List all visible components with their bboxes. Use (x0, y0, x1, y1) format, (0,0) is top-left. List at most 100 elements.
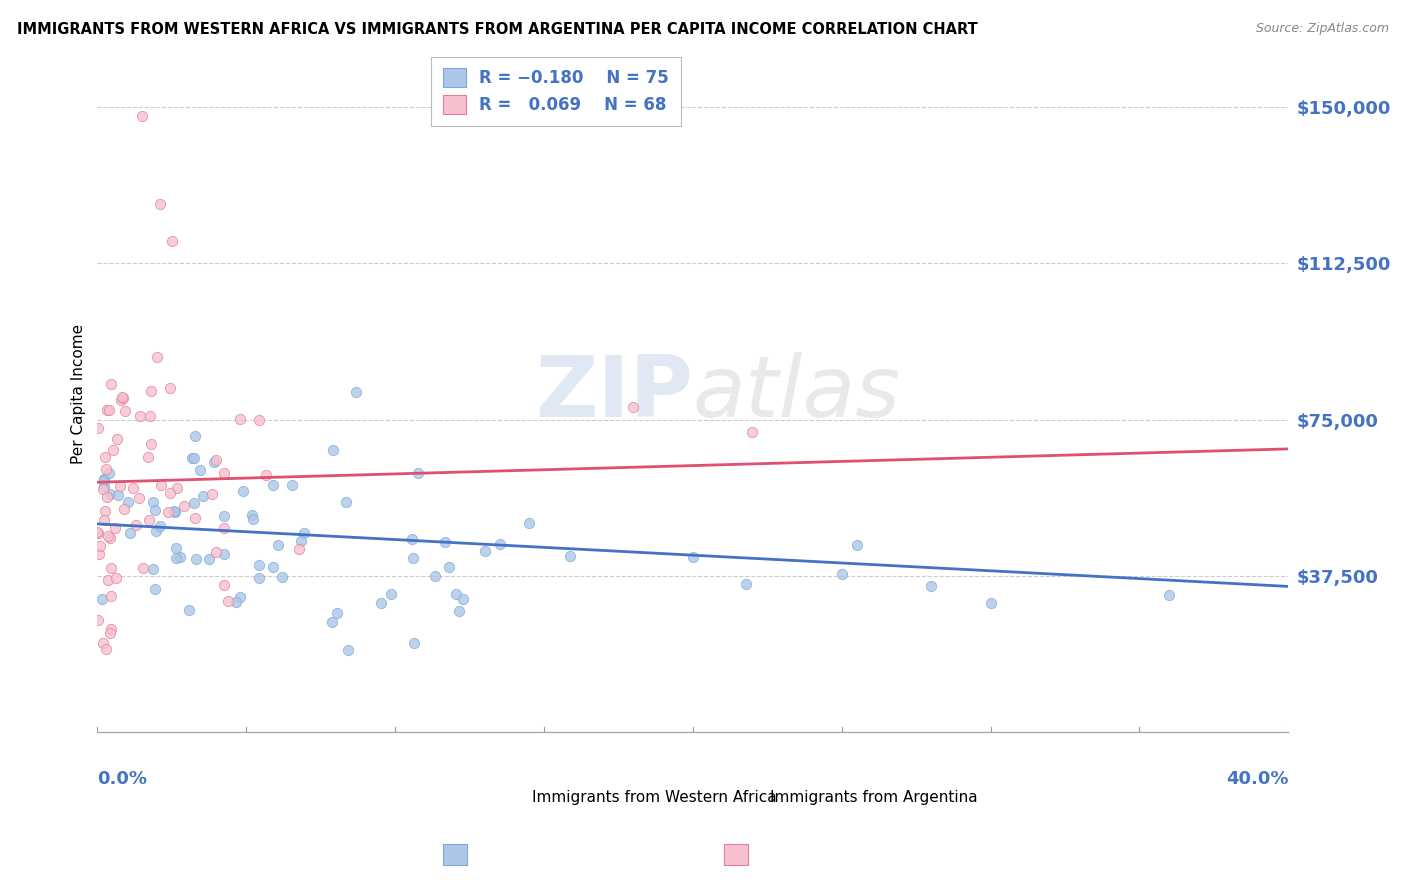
Point (143, 582, 166, 596)
Point (165, 550, 187, 565)
Point (142, 494, 165, 508)
Point (117, 494, 139, 508)
Point (184, 551, 207, 566)
Point (125, 518, 148, 533)
Point (98, 487, 121, 501)
Point (980, 596, 1002, 610)
Point (91, 636, 114, 650)
Point (212, 466, 235, 480)
Point (232, 484, 254, 499)
Point (93, 450, 115, 464)
Point (247, 558, 270, 572)
Point (271, 570, 294, 584)
Point (97, 466, 120, 480)
Text: atlas: atlas (693, 352, 901, 435)
Point (212, 521, 235, 535)
Point (212, 548, 235, 562)
Point (173, 499, 195, 513)
Point (89, 547, 111, 561)
Point (159, 485, 181, 500)
Point (122, 481, 145, 495)
Point (489, 536, 512, 550)
Point (292, 526, 315, 541)
Point (188, 463, 211, 477)
Point (920, 579, 942, 593)
Point (517, 516, 540, 530)
Point (169, 549, 191, 564)
Point (100, 589, 122, 603)
Y-axis label: Per Capita Income: Per Capita Income (72, 324, 86, 464)
Point (93, 473, 115, 487)
Point (128, 491, 150, 506)
Point (217, 594, 239, 608)
Point (136, 450, 159, 464)
Point (474, 544, 496, 558)
Text: ZIP: ZIP (536, 352, 693, 435)
Point (202, 454, 225, 468)
Point (621, 401, 644, 415)
Point (97, 573, 120, 587)
Point (191, 489, 214, 503)
Point (380, 587, 402, 601)
Point (267, 537, 290, 551)
Point (112, 502, 135, 516)
Point (242, 508, 264, 522)
Point (149, 196, 172, 211)
Point (104, 521, 127, 535)
Point (290, 534, 312, 549)
Point (111, 391, 134, 405)
Point (401, 532, 423, 546)
Point (370, 596, 392, 610)
Point (447, 604, 470, 618)
Point (142, 562, 165, 576)
Point (433, 535, 456, 549)
Point (139, 384, 162, 398)
Point (406, 467, 429, 481)
Point (184, 510, 207, 524)
Point (325, 607, 347, 621)
Point (183, 496, 205, 510)
Point (163, 504, 186, 518)
Point (96, 491, 118, 505)
Point (741, 425, 763, 440)
Point (139, 437, 162, 451)
Point (145, 524, 167, 538)
Point (212, 578, 235, 592)
Point (254, 468, 277, 483)
Point (262, 477, 284, 491)
Point (402, 551, 425, 566)
Point (132, 561, 155, 575)
Legend: R = −0.180    N = 75, R =   0.069    N = 68: R = −0.180 N = 75, R = 0.069 N = 68 (432, 57, 681, 126)
Text: Immigrants from Western Africa: Immigrants from Western Africa (531, 789, 776, 805)
Point (225, 595, 247, 609)
Point (128, 409, 150, 423)
Point (247, 571, 270, 585)
Text: 0.0%: 0.0% (97, 770, 148, 788)
Point (344, 384, 367, 399)
Point (98, 402, 121, 417)
Point (111, 391, 134, 405)
Point (322, 442, 344, 457)
Point (831, 566, 853, 581)
Text: Immigrants from Argentina: Immigrants from Argentina (770, 789, 977, 805)
Point (180, 451, 202, 466)
Point (451, 592, 474, 607)
Point (94, 641, 117, 656)
Point (177, 603, 200, 617)
Point (229, 591, 252, 605)
Point (198, 551, 221, 566)
Point (402, 636, 425, 650)
Point (214, 509, 236, 524)
Point (205, 545, 228, 559)
Point (114, 404, 136, 418)
Point (425, 569, 447, 583)
Point (846, 538, 869, 552)
Point (96, 403, 118, 417)
Point (131, 109, 153, 123)
Point (735, 577, 758, 591)
Point (97, 529, 120, 543)
Point (335, 495, 357, 509)
Text: IMMIGRANTS FROM WESTERN AFRICA VS IMMIGRANTS FROM ARGENTINA PER CAPITA INCOME CO: IMMIGRANTS FROM WESTERN AFRICA VS IMMIGR… (17, 22, 977, 37)
Point (262, 560, 284, 574)
Point (247, 412, 270, 426)
